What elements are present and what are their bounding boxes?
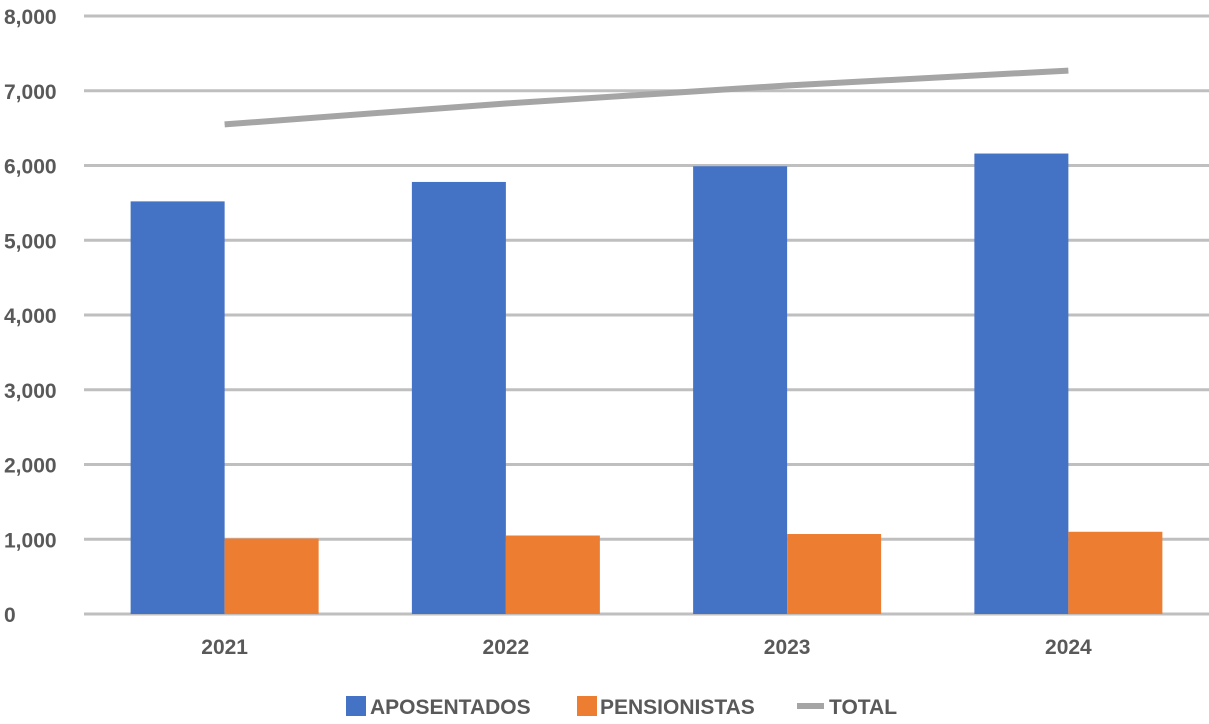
legend-label-aposentados: APOSENTADOS: [370, 696, 531, 719]
bar-aposentados-2024: [974, 153, 1069, 615]
bar-aposentados-2022: [411, 181, 506, 614]
y-tick-label: 8,000: [4, 6, 57, 29]
y-tick-label: 5,000: [4, 230, 57, 253]
y-tick-label: 0: [4, 604, 16, 627]
legend-label-pensionistas: PENSIONISTAS: [600, 696, 755, 719]
bars: [130, 153, 1163, 615]
bar-pensionistas-2024: [1068, 531, 1163, 614]
x-axis-tick-labels: 2021 2022 2023 2024: [201, 636, 1092, 659]
legend-label-total: TOTAL: [829, 696, 897, 719]
total-line: [224, 67, 1069, 128]
y-tick-label: 7,000: [4, 81, 57, 104]
bar-aposentados-2021: [130, 201, 225, 614]
legend-swatch-aposentados: [346, 696, 366, 716]
x-tick-label: 2024: [1045, 636, 1092, 659]
bar-aposentados-2023: [693, 166, 788, 614]
y-tick-label: 4,000: [4, 305, 57, 328]
x-tick-label: 2021: [201, 636, 248, 659]
y-tick-label: 6,000: [4, 156, 57, 179]
y-axis-tick-labels: 0 1,000 2,000 3,000 4,000 5,000 6,000 7,000 8,00…: [4, 6, 57, 627]
x-tick-label: 2022: [483, 636, 530, 659]
legend: APOSENTADOS PENSIONISTAS TOTAL: [346, 696, 897, 719]
y-tick-label: 1,000: [4, 529, 57, 552]
y-tick-label: 2,000: [4, 455, 57, 478]
bar-pensionistas-2021: [224, 538, 319, 614]
legend-swatch-pensionistas: [577, 696, 597, 716]
bar-pensionistas-2023: [787, 534, 882, 614]
y-tick-label: 3,000: [4, 380, 57, 403]
x-tick-label: 2023: [764, 636, 811, 659]
total-line-layer: [224, 67, 1069, 128]
bar-pensionistas-2022: [505, 535, 600, 614]
